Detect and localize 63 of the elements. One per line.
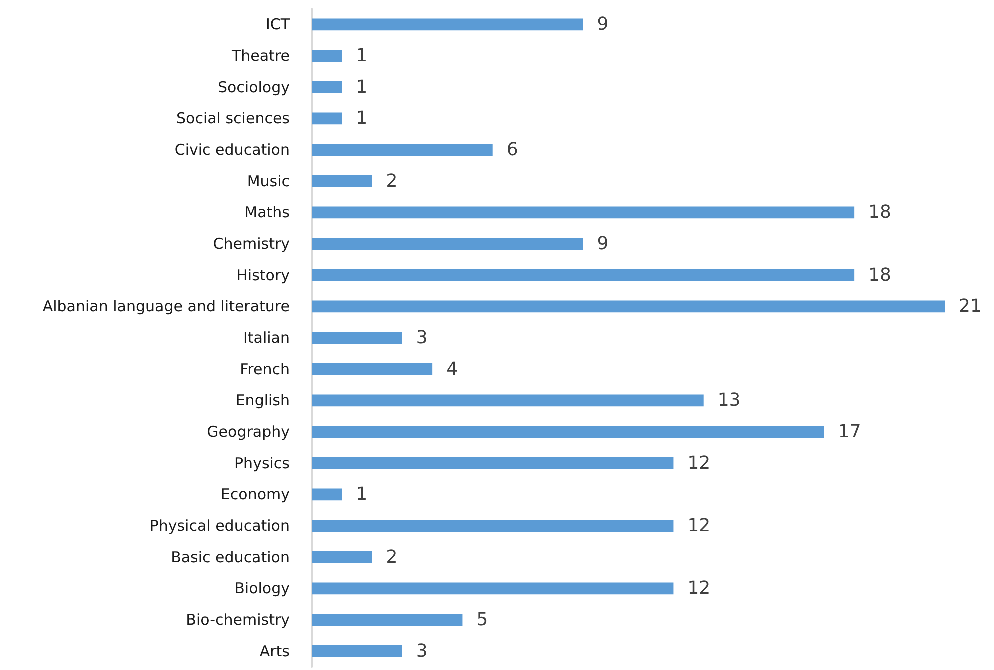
bar (312, 394, 704, 407)
y-tick-label: Chemistry (213, 235, 290, 253)
data-label: 1 (356, 76, 368, 98)
data-label: 18 (868, 202, 892, 224)
bar (312, 50, 342, 62)
bar (312, 112, 342, 125)
bar (312, 582, 674, 595)
data-label: 1 (356, 108, 368, 130)
data-label: 12 (688, 516, 711, 536)
bar (312, 551, 372, 564)
data-label: 9 (597, 14, 609, 36)
y-tick-label: Theatre (230, 47, 290, 65)
bar (312, 300, 945, 313)
y-tick-label: Economy (220, 486, 290, 504)
bar (312, 269, 855, 282)
bar (312, 206, 855, 219)
data-label: 2 (386, 170, 398, 192)
y-tick-label: Italian (243, 329, 290, 347)
bar (312, 457, 674, 470)
data-label: 6 (506, 140, 518, 160)
bar (312, 175, 372, 188)
data-label: 1 (356, 46, 368, 66)
y-tick-label: French (240, 360, 290, 378)
data-label: 12 (688, 578, 711, 600)
bar (312, 18, 584, 31)
y-tick-label: Maths (244, 204, 290, 222)
data-label: 3 (416, 328, 428, 348)
data-label: 9 (597, 234, 609, 254)
y-tick-label: Civic education (174, 141, 290, 159)
y-tick-label: Bio-chemistry (186, 611, 290, 629)
data-label: 17 (838, 422, 862, 442)
data-label: 2 (386, 546, 398, 568)
data-label: 5 (476, 610, 488, 630)
y-tick-label: Albanian language and literature (42, 298, 290, 316)
data-label: 18 (868, 264, 892, 286)
y-tick-label: Physical education (150, 517, 290, 535)
data-label: 4 (446, 358, 458, 380)
bar (312, 332, 402, 344)
bar (312, 614, 463, 626)
bar (312, 645, 402, 658)
y-tick-label: Social sciences (176, 110, 290, 128)
y-tick-label: Basic education (171, 548, 290, 566)
bar (312, 363, 433, 376)
data-label: 1 (356, 484, 368, 506)
y-tick-label: Geography (207, 423, 290, 441)
bar (312, 238, 584, 250)
bar (312, 488, 342, 501)
data-label: 21 (959, 296, 982, 318)
y-tick-label: Music (247, 172, 290, 190)
y-tick-label: ICT (266, 16, 291, 34)
bar (312, 520, 674, 532)
bar (312, 144, 493, 156)
y-tick-label: Sociology (218, 78, 290, 96)
y-tick-label: Physics (234, 454, 290, 472)
data-label: 3 (416, 640, 428, 662)
bar (312, 426, 824, 438)
y-tick-label: English (236, 392, 290, 410)
y-tick-label: Arts (260, 642, 290, 660)
y-tick-label: History (236, 266, 290, 284)
y-tick-label: Biology (234, 580, 290, 598)
bar (312, 81, 342, 94)
data-label: 13 (718, 390, 741, 412)
data-label: 12 (688, 452, 711, 474)
